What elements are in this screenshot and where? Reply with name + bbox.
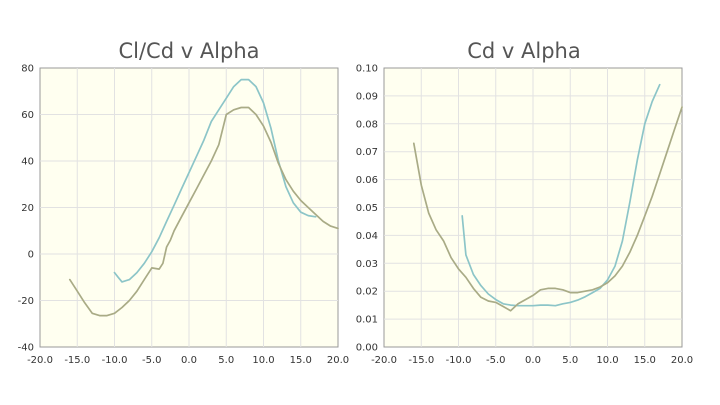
y-tick-label: 0.03 xyxy=(356,259,378,270)
x-tick-label: 15.0 xyxy=(634,355,656,366)
y-tick-label: 0.07 xyxy=(356,147,378,158)
y-tick-label: 0.01 xyxy=(356,315,378,326)
y-tick-label: 80 xyxy=(21,64,34,75)
y-tick-label: 60 xyxy=(21,110,34,121)
y-tick-label: 0.04 xyxy=(356,231,378,242)
x-tick-label: 10.0 xyxy=(252,355,274,366)
y-tick-label: -20 xyxy=(18,296,34,307)
x-tick-label: -5.0 xyxy=(486,355,506,366)
x-tick-label: 5.0 xyxy=(562,355,578,366)
x-tick-label: 0.0 xyxy=(525,355,541,366)
chart-title: Cl/Cd v Alpha xyxy=(118,39,259,63)
x-tick-label: 10.0 xyxy=(596,355,618,366)
x-tick-label: 15.0 xyxy=(290,355,312,366)
y-tick-label: 0.10 xyxy=(356,64,378,75)
y-tick-label: 0.00 xyxy=(356,343,378,354)
y-tick-label: 0.02 xyxy=(356,287,378,298)
x-tick-label: -20.0 xyxy=(27,355,53,366)
series-line-2 xyxy=(412,106,683,312)
x-tick-label: 20.0 xyxy=(327,355,349,366)
y-tick-label: 20 xyxy=(21,203,34,214)
y-tick-label: 40 xyxy=(21,157,34,168)
y-tick-label: -40 xyxy=(18,343,34,354)
chart-title: Cd v Alpha xyxy=(467,39,580,63)
x-tick-label: -20.0 xyxy=(371,355,397,366)
x-tick-label: 5.0 xyxy=(218,355,234,366)
y-tick-label: 0.08 xyxy=(356,119,378,130)
y-tick-label: 0.09 xyxy=(356,91,378,102)
chart-1: Cl/Cd v Alpha -20.0 -15.0 -10.0 -5.0 0.0 5.0 10… xyxy=(18,39,349,366)
y-tick-label: 0.06 xyxy=(356,175,378,186)
x-tick-label: 0.0 xyxy=(181,355,197,366)
x-tick-label: -15.0 xyxy=(64,355,90,366)
x-tick-label: 20.0 xyxy=(671,355,693,366)
x-tick-label: -5.0 xyxy=(142,355,162,366)
x-tick-label: -15.0 xyxy=(408,355,434,366)
chart-2: Cd v Alpha -20.0 -15.0 -10.0 -5.0 0.0 5.0 10.0 1… xyxy=(356,39,693,366)
series-line-1 xyxy=(461,83,661,307)
x-tick-label: -10.0 xyxy=(446,355,472,366)
x-tick-label: -10.0 xyxy=(102,355,128,366)
y-tick-label: 0.05 xyxy=(356,203,378,214)
y-tick-label: 0 xyxy=(28,250,34,261)
series-line-2 xyxy=(68,106,339,317)
